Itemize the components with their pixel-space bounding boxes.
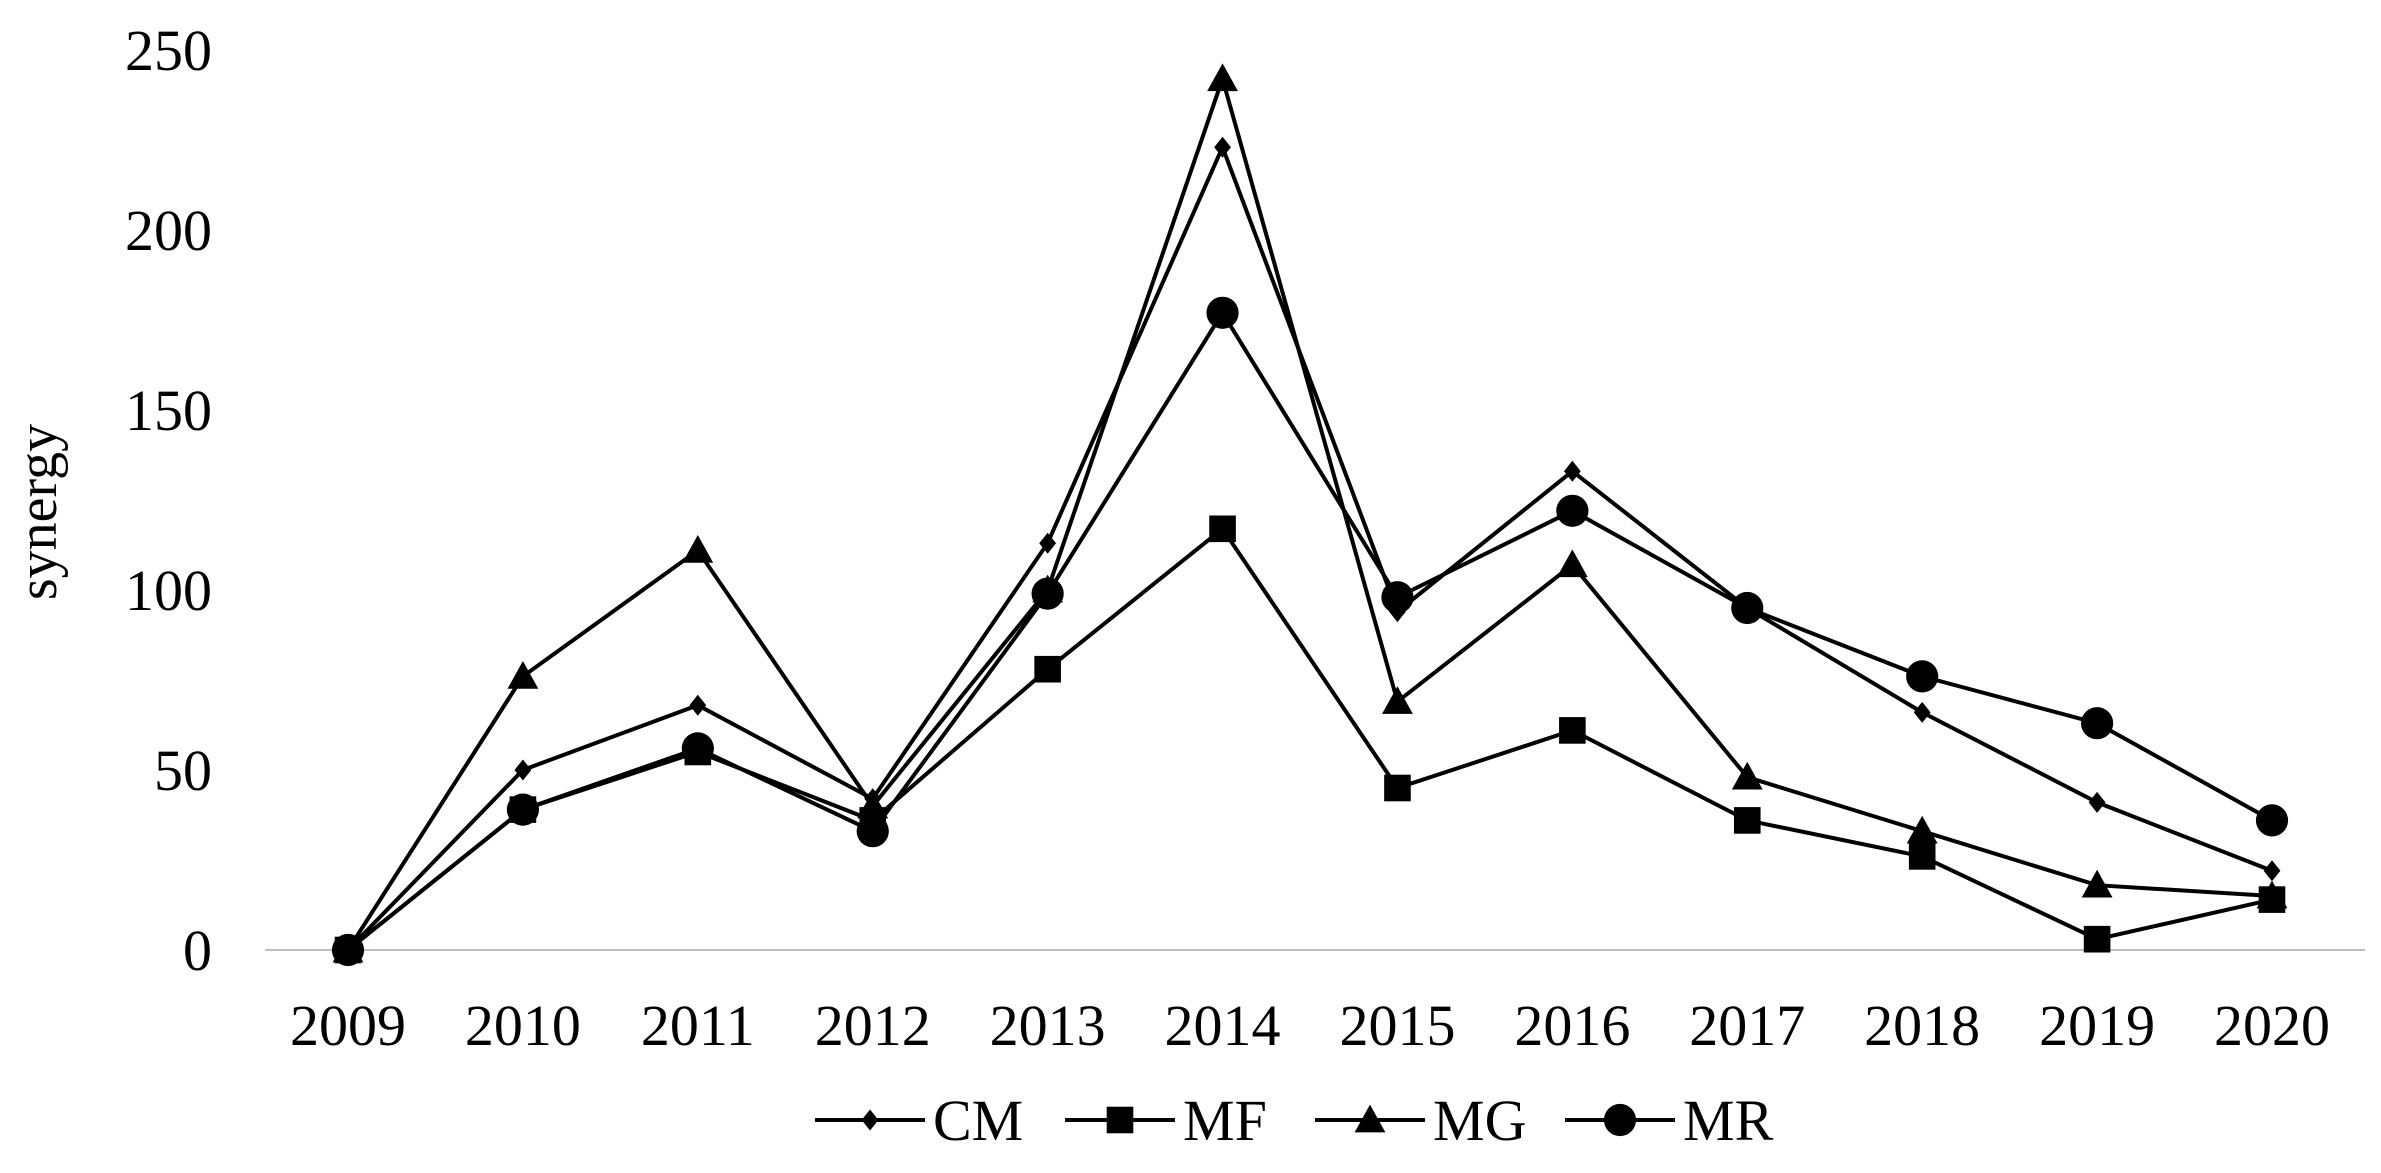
x-tick-label: 2010	[465, 993, 581, 1058]
data-point-mf	[1209, 515, 1236, 543]
data-point-mr	[506, 793, 540, 826]
series-line-mf	[346, 525, 2273, 952]
legend-marker-mf	[1106, 1106, 1134, 1134]
x-tick-label: 2018	[1864, 993, 1980, 1058]
data-point-mg	[1382, 686, 1413, 714]
data-point-mg	[2256, 880, 2288, 909]
data-point-mr	[1206, 296, 1239, 329]
data-point-mr	[2255, 804, 2289, 837]
legend-label: CM	[933, 1088, 1023, 1153]
legend-label: MG	[1433, 1088, 1526, 1153]
x-tick-label: 2009	[290, 993, 406, 1058]
data-point-cm	[514, 759, 532, 781]
data-point-mf	[2083, 925, 2111, 953]
data-point-mg	[1556, 549, 1588, 578]
data-point-mg	[1731, 761, 1763, 790]
y-axis-tick-labels: 0 50 100 150 200 250	[125, 18, 212, 983]
y-tick-label: 250	[125, 18, 212, 83]
data-point-mf	[1559, 717, 1586, 744]
series-markers	[331, 63, 2289, 967]
legend-marker-mg	[1354, 1104, 1386, 1133]
data-point-cm	[2088, 791, 2106, 813]
x-tick-label: 2014	[1165, 993, 1281, 1058]
data-point-mg	[507, 661, 539, 689]
data-point-cm	[689, 694, 707, 716]
legend-label: MF	[1183, 1088, 1267, 1153]
data-point-mr	[1381, 581, 1414, 614]
legend-item-mg: MG	[1315, 1088, 1526, 1153]
x-tick-label: 2015	[1339, 993, 1455, 1058]
legend-marker-cm	[861, 1109, 879, 1131]
x-axis-tick-labels: 2009 2010 2011 2012 2013 2014 2015 2016 2017 2018…	[290, 993, 2330, 1058]
data-point-mr	[1731, 591, 1764, 625]
x-tick-label: 2011	[641, 993, 755, 1058]
data-point-mr	[2080, 707, 2114, 740]
legend-item-cm: CM	[815, 1088, 1023, 1153]
data-point-mg	[2081, 869, 2113, 898]
data-point-mf	[1384, 774, 1411, 802]
data-point-cm	[1214, 136, 1231, 158]
data-point-mf	[1733, 807, 1761, 834]
y-tick-label: 100	[125, 558, 212, 623]
series-line-cm	[346, 141, 2273, 952]
data-point-mr	[1556, 494, 1589, 527]
data-point-mr	[681, 732, 714, 765]
x-tick-label: 2013	[990, 993, 1106, 1058]
x-tick-label: 2016	[1514, 993, 1630, 1058]
x-tick-label: 2020	[2214, 993, 2330, 1058]
data-point-mg	[682, 535, 714, 563]
legend-item-mf: MF	[1065, 1088, 1267, 1153]
y-tick-label: 0	[183, 918, 212, 983]
y-axis-title: synergy	[7, 424, 69, 600]
series-lines	[346, 72, 2273, 952]
legend-label: MR	[1683, 1088, 1774, 1153]
legend: CM MF MG MR	[815, 1088, 1774, 1153]
x-tick-label: 2012	[815, 993, 931, 1058]
series-line-mg	[346, 72, 2273, 952]
data-point-mf	[1034, 655, 1061, 683]
data-point-cm	[1913, 701, 1931, 723]
data-point-cm	[1563, 460, 1581, 482]
series-line-mr	[346, 309, 2273, 952]
data-point-mf	[1908, 843, 1936, 870]
legend-item-mr: MR	[1565, 1088, 1774, 1153]
data-point-cm	[2263, 860, 2281, 882]
legend-marker-mr	[1603, 1103, 1637, 1137]
data-point-mg	[857, 790, 889, 819]
data-point-cm	[1039, 532, 1057, 554]
data-point-mr	[1031, 577, 1064, 610]
data-point-mr	[331, 933, 365, 967]
y-tick-label: 150	[125, 378, 212, 443]
data-point-mg	[1207, 63, 1238, 92]
data-point-mr	[1906, 660, 1939, 693]
x-tick-label: 2019	[2039, 993, 2155, 1058]
data-point-mg	[1906, 815, 1938, 844]
y-tick-label: 200	[125, 198, 212, 263]
data-point-mr	[856, 815, 889, 848]
y-tick-label: 50	[154, 738, 212, 803]
x-tick-label: 2017	[1689, 993, 1805, 1058]
